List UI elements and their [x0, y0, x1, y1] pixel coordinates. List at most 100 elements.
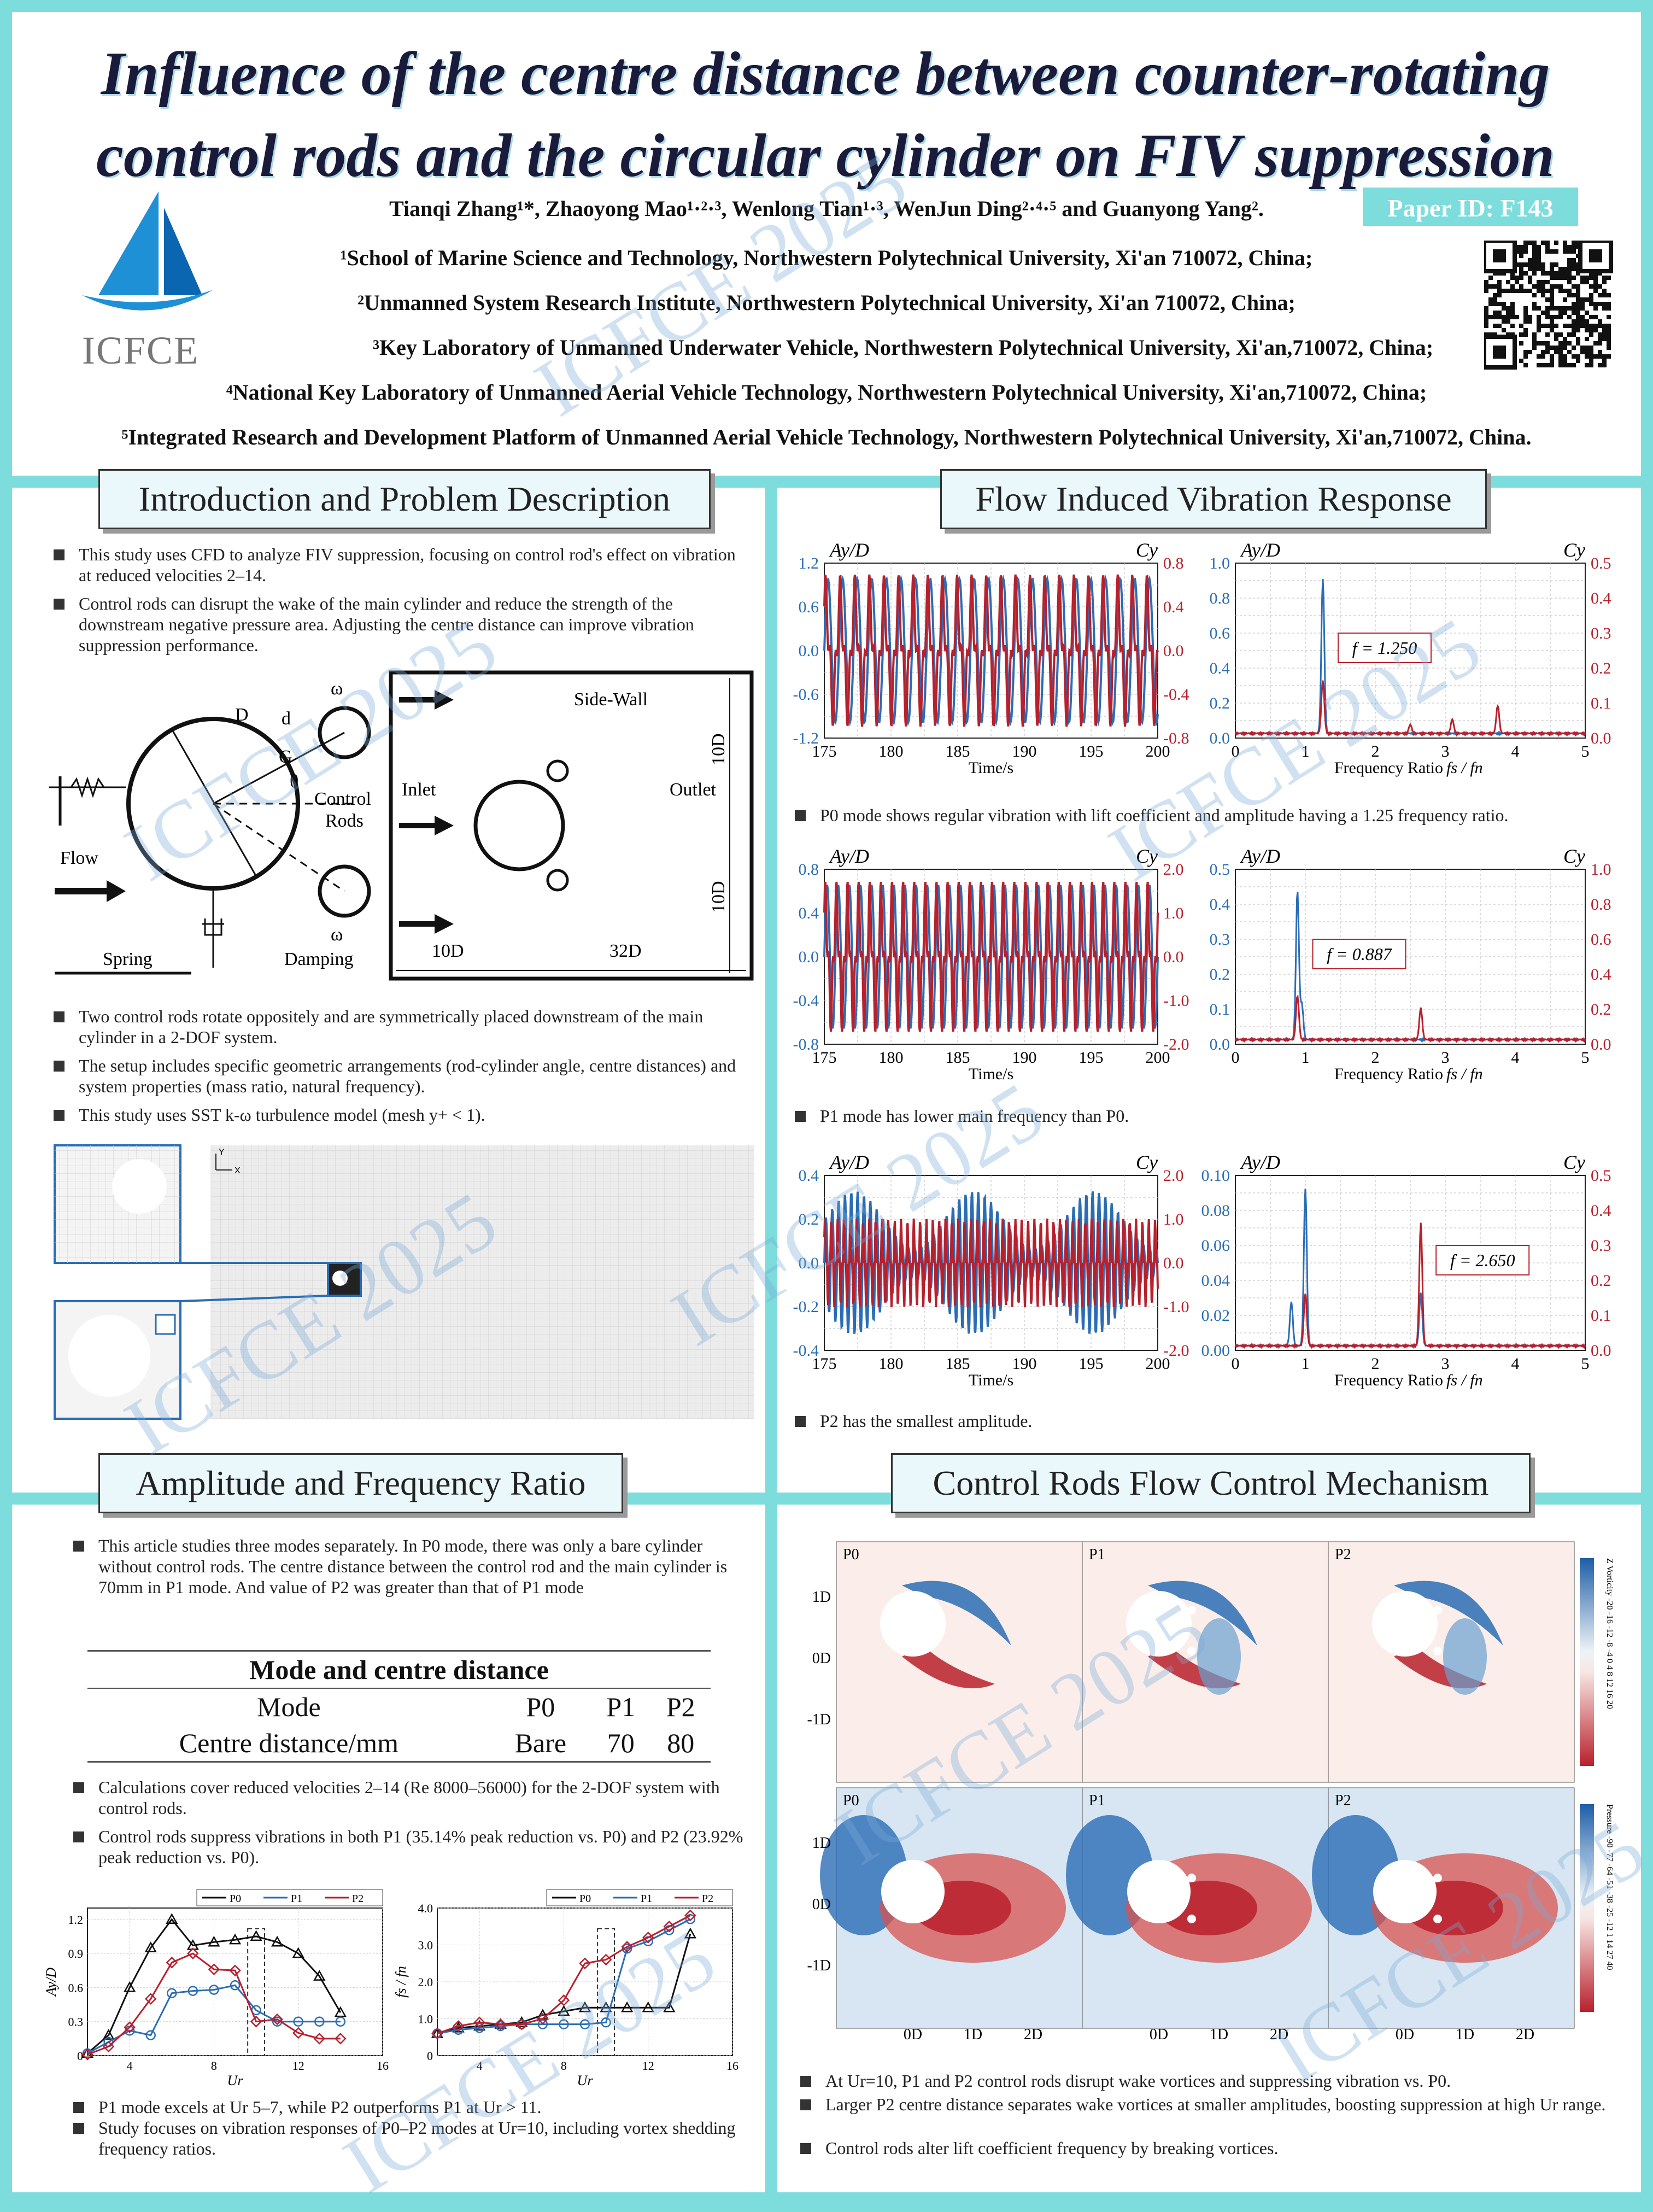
- freq-tick-label: 4: [1511, 1355, 1520, 1373]
- table-header-p0: P0: [526, 1692, 555, 1722]
- spectrum-ay-tick-label: 0.02: [1201, 1307, 1230, 1325]
- control-rod-lower: [318, 864, 371, 918]
- section-amp-header: Amplitude and Frequency Ratio: [98, 1453, 623, 1513]
- ctrl-bullet-1: At Ur=10, P1 and P2 control rods disrupt…: [800, 2070, 1623, 2091]
- series-line-P1: [87, 1984, 341, 2055]
- section-fiv-header: Flow Induced Vibration Response: [940, 469, 1487, 529]
- section-ctrl-header: Control Rods Flow Control Mechanism: [891, 1453, 1531, 1513]
- cylinder-section: [1126, 1591, 1192, 1657]
- time-tick-label: 185: [946, 742, 970, 760]
- spectrum-cy-tick-label: 0.0: [1591, 1342, 1611, 1360]
- panel-label: P2: [1335, 1546, 1351, 1563]
- spectrum-cy-tick-label: 0.2: [1591, 659, 1611, 677]
- data-point: [621, 1941, 633, 1953]
- spectrum-cy-tick-label: 0.4: [1591, 1202, 1611, 1220]
- amp-bullet-1: This article studies three modes separat…: [73, 1535, 743, 1597]
- cy-tick-label: -0.8: [1163, 729, 1189, 747]
- authors: Tianqi Zhang¹*, Zhaoyong Mao¹·²·³, Wenlo…: [389, 196, 1264, 221]
- control-rod-upper: [318, 706, 371, 759]
- freq-tick-label: 1: [1302, 742, 1310, 760]
- time-tick-label: 195: [1079, 742, 1104, 760]
- label-outlet: Outlet: [670, 780, 717, 800]
- cy-axis-label: Cy: [1136, 539, 1158, 561]
- data-point: [144, 1941, 157, 1952]
- ay-tick-label: -0.4: [793, 1342, 819, 1360]
- data-point: [431, 2027, 443, 2040]
- spectrum-ay-tick-label: 0.0: [1210, 1035, 1230, 1054]
- time-tick-label: 180: [879, 742, 904, 760]
- panel-label: P1: [1089, 1546, 1105, 1563]
- ay-tick-label: -0.8: [793, 1035, 819, 1054]
- lift-spectrum-line: [1234, 1222, 1586, 1349]
- spectrum-ay-tick-label: 0.4: [1210, 659, 1230, 677]
- ctrl-x-tick: 1D: [964, 2026, 982, 2043]
- colorbar-label: Pressure -90 -77 -64 -51 -38 -25 -12 1 1…: [1605, 1804, 1614, 1970]
- data-point: [228, 1933, 242, 1945]
- mesh-figure: Y X: [54, 1144, 754, 1420]
- data-point: [684, 1909, 696, 1922]
- table-cell-p0: Bare: [514, 1728, 567, 1758]
- lift-coefficient-series-line: [823, 574, 1159, 727]
- spectrum-cy-tick-label: 0.0: [1591, 1035, 1611, 1054]
- data-point: [271, 2013, 283, 2026]
- ay-tick-label: 0.0: [799, 948, 819, 966]
- amp-bullet-5: Study focuses on vibration responses of …: [73, 2117, 743, 2159]
- line-chart-frame: [87, 1907, 383, 2056]
- label-D: D: [235, 705, 249, 725]
- logo-text: ICFCE: [82, 329, 200, 372]
- colorbar: [1580, 1558, 1594, 1766]
- x-tick-label: 12: [642, 2059, 654, 2073]
- spectrum-cy-tick-label: 0.4: [1591, 589, 1611, 607]
- y-tick-label: 4.0: [418, 1901, 433, 1915]
- time-tick-label: 195: [1079, 1049, 1104, 1067]
- data-point: [684, 1927, 696, 1939]
- ctrl-x-tick: 0D: [1396, 2026, 1414, 2043]
- series-line-P0: [437, 1933, 691, 2034]
- peak-frequency-label: f = 0.887: [1327, 944, 1392, 964]
- ay-axis-label: Ay/D: [829, 845, 869, 867]
- data-point: [601, 2017, 611, 2028]
- label-spring: Spring: [103, 949, 153, 969]
- freq-tick-label: 4: [1511, 742, 1520, 760]
- data-point: [124, 2021, 136, 2033]
- spectrum-cy-label: Cy: [1563, 1151, 1585, 1173]
- intro-bullet-2: Control rods can disrupt the wake of the…: [54, 593, 746, 656]
- paper-id-badge: Paper ID: F143: [1361, 186, 1580, 227]
- legend-label: P0: [579, 1893, 591, 1905]
- ctrl-y-tick: 1D: [812, 1835, 831, 1852]
- data-point: [600, 1953, 612, 1966]
- data-point: [685, 1914, 696, 1924]
- affiliation-4: ⁴National Key Laboratory of Unmanned Aer…: [226, 380, 1427, 405]
- panel-label: P2: [1335, 1792, 1351, 1809]
- y-tick-label: 3.0: [418, 1939, 433, 1952]
- label-control: Control: [314, 789, 371, 809]
- freq-tick-label: 0: [1232, 1049, 1240, 1067]
- ctrl-bullet-2: Larger P2 centre distance separates wake…: [800, 2094, 1623, 2115]
- x-tick-label: 4: [477, 2059, 483, 2073]
- data-point: [600, 2001, 612, 2012]
- spectrum-cy-tick-label: 0.5: [1591, 554, 1611, 572]
- intro-bullet-5: This study uses SST k-ω turbulence model…: [54, 1104, 746, 1125]
- data-point: [537, 2012, 549, 2025]
- time-tick-label: 175: [812, 1049, 837, 1067]
- data-point: [292, 2027, 304, 2039]
- time-tick-label: 200: [1146, 1049, 1170, 1067]
- data-point: [81, 2049, 93, 2061]
- flow-contour-figures: P0 P1 P2 1D 0D -1D Z Vorticity -20 -16 -12 -8 …: [807, 1541, 1614, 2043]
- panel-label: P0: [843, 1546, 859, 1563]
- x-axis-label: Ur: [227, 2073, 244, 2088]
- data-point: [102, 2029, 115, 2040]
- legend-label: P2: [352, 1893, 364, 1905]
- legend-label: P0: [230, 1893, 241, 1905]
- y-tick-label: 0.6: [68, 1981, 84, 1994]
- series-line-P0: [87, 1918, 342, 2054]
- label-10D-top: 10D: [708, 733, 729, 765]
- spectrum-cy-tick-label: 0.4: [1591, 965, 1611, 984]
- intro-bullet-3: Two control rods rotate oppositely and a…: [54, 1006, 746, 1048]
- data-point: [335, 2016, 346, 2027]
- legend-label: P2: [702, 1893, 713, 1905]
- cy-axis-label: Cy: [1136, 845, 1158, 867]
- cy-tick-label: -2.0: [1163, 1342, 1189, 1360]
- spectrum-ay-tick-label: 1.0: [1210, 554, 1230, 572]
- spectrum-ay-label: Ay/D: [1240, 845, 1280, 867]
